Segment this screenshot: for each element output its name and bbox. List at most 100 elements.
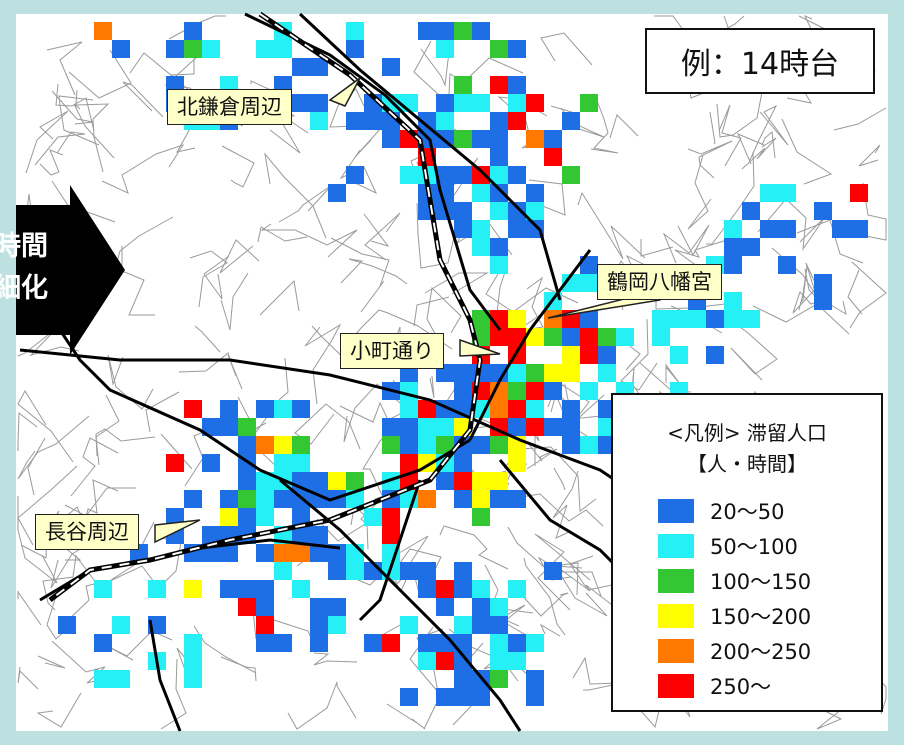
- grid-cell: [274, 562, 292, 580]
- grid-cell: [490, 256, 508, 274]
- grid-cell: [184, 490, 202, 508]
- grid-cell: [184, 22, 202, 40]
- minor-road: [554, 565, 621, 612]
- grid-cell: [490, 238, 508, 256]
- legend: <凡例> 滞留人口 【人・時間】 20〜50 50〜100 100〜150 150〜2…: [611, 393, 883, 712]
- grid-cell: [238, 418, 256, 436]
- grid-cell: [436, 40, 454, 58]
- grid-cell: [184, 40, 202, 58]
- grid-cell: [526, 418, 544, 436]
- grid-cell: [472, 616, 490, 634]
- grid-cell: [274, 544, 292, 562]
- grid-cell: [742, 238, 760, 256]
- minor-road: [330, 237, 390, 313]
- grid-cell: [508, 166, 526, 184]
- minor-road: [264, 152, 327, 239]
- minor-road: [25, 110, 69, 174]
- minor-road: [749, 104, 789, 161]
- grid-cell: [400, 688, 418, 706]
- grid-cell: [94, 580, 112, 598]
- minor-road: [340, 258, 408, 285]
- grid-cell: [310, 634, 328, 652]
- grid-cell: [490, 328, 508, 346]
- grid-cell: [544, 418, 562, 436]
- grid-cell: [580, 310, 598, 328]
- grid-cell: [544, 364, 562, 382]
- grid-cell: [418, 400, 436, 418]
- grid-cell: [364, 634, 382, 652]
- grid-cell: [670, 346, 688, 364]
- grid-cell: [562, 274, 580, 292]
- minor-road: [833, 107, 887, 131]
- grid-cell: [526, 184, 544, 202]
- grid-cell: [508, 400, 526, 418]
- minor-road: [17, 590, 42, 626]
- grid-cell: [400, 166, 418, 184]
- minor-road: [752, 303, 850, 335]
- grid-cell: [346, 166, 364, 184]
- minor-road: [709, 111, 716, 145]
- grid-cell: [256, 544, 274, 562]
- grid-cell: [310, 472, 328, 490]
- arrow-text: 時間 細化: [0, 226, 48, 310]
- minor-road: [687, 140, 733, 179]
- legend-label: 150〜200: [710, 605, 812, 629]
- grid-cell: [490, 670, 508, 688]
- grid-cell: [454, 130, 472, 148]
- grid-cell: [742, 310, 760, 328]
- grid-cell: [778, 184, 796, 202]
- grid-cell: [166, 454, 184, 472]
- minor-road: [577, 191, 646, 260]
- grid-cell: [436, 418, 454, 436]
- grid-cell: [310, 58, 328, 76]
- grid-cell: [472, 184, 490, 202]
- grid-cell: [292, 94, 310, 112]
- grid-cell: [454, 382, 472, 400]
- grid-cell: [508, 490, 526, 508]
- grid-cell: [112, 40, 130, 58]
- grid-cell: [490, 472, 508, 490]
- legend-item: 250〜: [658, 671, 771, 701]
- grid-cell: [418, 580, 436, 598]
- grid-cell: [490, 436, 508, 454]
- grid-cell: [166, 40, 184, 58]
- grid-cell: [526, 94, 544, 112]
- minor-road: [539, 623, 561, 637]
- grid-cell: [508, 652, 526, 670]
- grid-cell: [400, 418, 418, 436]
- minor-road: [552, 470, 579, 539]
- minor-road: [429, 375, 435, 399]
- grid-cell: [472, 166, 490, 184]
- minor-road: [781, 118, 833, 185]
- minor-road: [572, 656, 623, 691]
- grid-cell: [508, 202, 526, 220]
- grid-cell: [238, 472, 256, 490]
- grid-cell: [544, 328, 562, 346]
- minor-road: [553, 467, 566, 491]
- callout-kita-kamakura: 北鎌倉周辺: [167, 89, 292, 125]
- grid-cell: [652, 328, 670, 346]
- grid-cell: [454, 562, 472, 580]
- grid-cell: [508, 76, 526, 94]
- grid-cell: [472, 94, 490, 112]
- legend-title: <凡例> 滞留人口: [667, 421, 827, 445]
- grid-cell: [670, 310, 688, 328]
- grid-cell: [580, 274, 598, 292]
- minor-road: [68, 49, 132, 99]
- minor-road: [46, 41, 83, 96]
- legend-swatch: [658, 499, 694, 523]
- grid-cell: [472, 508, 490, 526]
- minor-road: [17, 412, 38, 451]
- grid-cell: [274, 634, 292, 652]
- minor-road: [160, 658, 187, 730]
- grid-cell: [562, 166, 580, 184]
- grid-cell: [454, 472, 472, 490]
- minor-road: [847, 269, 863, 315]
- grid-cell: [436, 472, 454, 490]
- grid-cell: [238, 436, 256, 454]
- grid-cell: [292, 526, 310, 544]
- grid-cell: [256, 490, 274, 508]
- grid-cell: [328, 562, 346, 580]
- grid-cell: [220, 508, 238, 526]
- minor-road: [17, 390, 74, 463]
